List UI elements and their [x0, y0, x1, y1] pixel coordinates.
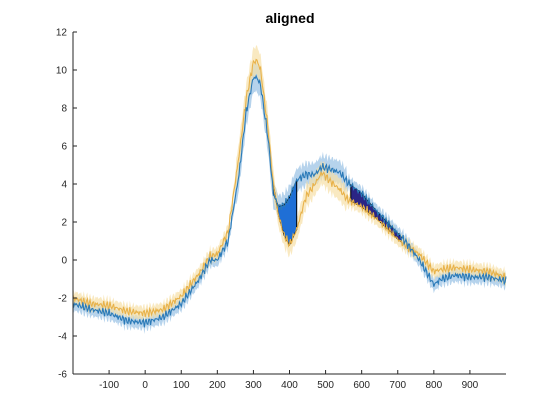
x-tick-label: 0 [142, 380, 148, 391]
x-tick-label: 300 [245, 380, 262, 391]
y-tick-label: -4 [58, 332, 67, 343]
x-tick-label: 900 [462, 380, 479, 391]
axes: -100 0 100 200 300 400 500 600 700 800 900 -6 -4 -2 0 2… [56, 28, 506, 391]
y-tick-label: -2 [58, 294, 67, 305]
y-tick-label: 6 [61, 142, 67, 153]
x-tick-label: 800 [425, 380, 442, 391]
series-a-line [72, 58, 507, 318]
y-tick-label: -6 [58, 370, 67, 381]
y-tick-label: 2 [61, 218, 67, 229]
y-tick-label: 8 [61, 104, 67, 115]
x-tick-label: 100 [173, 380, 190, 391]
x-tick-label: 200 [209, 380, 226, 391]
series-b-line [72, 74, 507, 328]
x-tick-label: 500 [317, 380, 334, 391]
y-tick-label: 0 [61, 256, 67, 267]
chart-title: aligned [265, 10, 314, 26]
y-tick-label: 12 [56, 28, 68, 39]
x-tick-label: 400 [281, 380, 298, 391]
x-tick-label: 700 [389, 380, 406, 391]
y-tick-label: 10 [56, 66, 68, 77]
confidence-bands [73, 45, 506, 334]
x-tick-label: 600 [353, 380, 370, 391]
x-tick-label: -100 [99, 380, 119, 391]
y-tick-label: 4 [61, 180, 67, 191]
series-lines [72, 58, 507, 328]
